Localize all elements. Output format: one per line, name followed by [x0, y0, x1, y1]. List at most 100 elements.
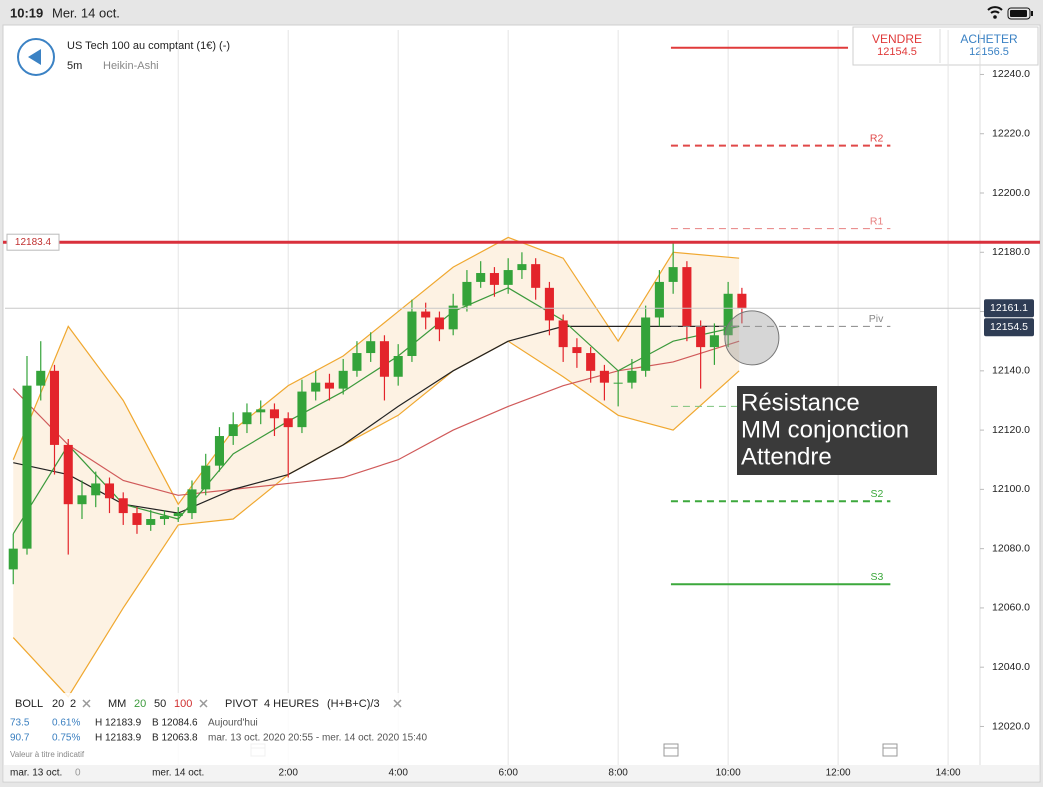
resistance-value: 12183.4 — [15, 237, 52, 248]
row-value: 73.5 — [10, 718, 30, 729]
y-tick-label: 12180.0 — [992, 246, 1030, 258]
row-high: H 12183.9 — [95, 733, 142, 744]
y-tick-label: 12040.0 — [992, 661, 1030, 673]
remove-pivot[interactable] — [393, 699, 402, 708]
row-high: H 12183.9 — [95, 718, 142, 729]
sell-price[interactable]: 12154.5 — [877, 46, 917, 58]
candle-body — [599, 370, 609, 383]
mm-20: 20 — [134, 698, 146, 710]
candle-body — [201, 465, 211, 490]
trade-box — [852, 26, 1039, 66]
candle-body — [242, 412, 252, 425]
x-tick-label: 2:00 — [278, 768, 298, 779]
y-tick-label: 12140.0 — [992, 365, 1030, 377]
candle-body — [283, 418, 293, 428]
candle-body — [737, 293, 747, 309]
candle-body — [366, 341, 376, 354]
candle-body — [476, 273, 486, 282]
candle-body — [586, 353, 596, 371]
candle-body — [558, 320, 568, 348]
candle-body — [393, 356, 403, 377]
x-tick-label: 6:00 — [498, 768, 518, 779]
row-period: Aujourd'hui — [208, 718, 258, 729]
x-axis-bar — [4, 765, 1039, 781]
annotation-text: Attendre — [741, 443, 832, 470]
x-tick-label: 8:00 — [608, 768, 628, 779]
candle-body — [324, 382, 334, 389]
timeframe[interactable]: 5m — [67, 60, 82, 72]
annotation-box — [737, 386, 937, 475]
y-tick-label: 12220.0 — [992, 128, 1030, 140]
candle-body — [338, 370, 348, 389]
candle-body — [517, 264, 527, 271]
candle-body — [214, 436, 225, 466]
ma20-line — [12, 287, 740, 535]
row-percent: 0.61% — [52, 718, 80, 729]
highlight-circle — [724, 310, 780, 366]
remove-mm[interactable] — [199, 699, 208, 708]
price-tag — [984, 318, 1034, 337]
calendar-icon — [663, 743, 679, 757]
y-tick-label: 12120.0 — [992, 424, 1030, 436]
mm-label[interactable]: MM — [108, 698, 126, 710]
candle-body — [627, 370, 637, 383]
x-tick-label: 10:00 — [716, 768, 741, 779]
chart-style[interactable]: Heikin-Ashi — [103, 60, 159, 72]
instrument-name: US Tech 100 au comptant (1€) (-) — [67, 40, 230, 52]
candle-body — [269, 409, 279, 419]
back-button[interactable] — [17, 38, 55, 76]
candle-body — [544, 287, 554, 321]
candle-body — [8, 548, 18, 570]
candle-body — [173, 513, 183, 517]
pivot-level-label: Piv — [869, 313, 884, 325]
mm-50: 50 — [154, 698, 166, 710]
calendar-icon — [882, 743, 898, 757]
candle-body — [91, 483, 101, 496]
pivot-label[interactable]: PIVOT — [225, 698, 258, 710]
y-tick-label: 12020.0 — [992, 720, 1030, 732]
candle-body — [36, 370, 46, 386]
x-tick-label: 14:00 — [936, 768, 961, 779]
candle-body — [379, 341, 389, 377]
chart: mer. 14 oct. 2:00 4:00 6:00 8:00 10:00 12:00 14… — [3, 30, 1040, 781]
x-start-label: 0 — [75, 768, 81, 779]
bollinger-band — [13, 237, 740, 697]
candle-body — [256, 409, 266, 413]
pivot-level-label: S2 — [871, 488, 884, 500]
candle-body — [709, 335, 719, 348]
sell-button[interactable]: VENDRE — [872, 32, 922, 46]
candle-body — [104, 483, 115, 499]
buy-price[interactable]: 12156.5 — [969, 46, 1009, 58]
x-start-label: mar. 13 oct. — [10, 768, 62, 779]
candle-body — [613, 382, 623, 384]
candle-body — [654, 281, 664, 318]
status-date: Mer. 14 oct. — [52, 5, 120, 20]
row-low: B 12084.6 — [152, 718, 198, 729]
row-value: 90.7 — [10, 733, 30, 744]
candle-body — [63, 444, 73, 505]
candle-body — [49, 370, 60, 445]
buy-button[interactable]: ACHETER — [960, 32, 1018, 46]
candle-body — [132, 513, 142, 525]
ma50-line — [13, 325, 740, 514]
candle-body — [503, 270, 513, 285]
pivot-formula: (H+B+C)/3 — [327, 698, 380, 710]
x-tick-label: 4:00 — [388, 768, 408, 779]
candle-body — [159, 516, 170, 520]
x-tick-label: mer. 14 oct. — [152, 768, 204, 779]
row-percent: 0.75% — [52, 733, 80, 744]
candle-body — [352, 353, 362, 371]
x-tick-label: 12:00 — [826, 768, 851, 779]
candle-body — [462, 281, 472, 306]
candle-body — [118, 498, 128, 514]
y-tick-label: 12100.0 — [992, 483, 1030, 495]
pivot-level-label: S3 — [871, 571, 884, 583]
note: Valeur à titre indicatif — [10, 750, 85, 759]
remove-boll[interactable] — [82, 699, 91, 708]
y-tick-label: 12240.0 — [992, 68, 1030, 80]
pivot-level-label: R2 — [870, 132, 884, 144]
boll-label[interactable]: BOLL — [15, 698, 43, 710]
candle-body — [723, 293, 733, 336]
